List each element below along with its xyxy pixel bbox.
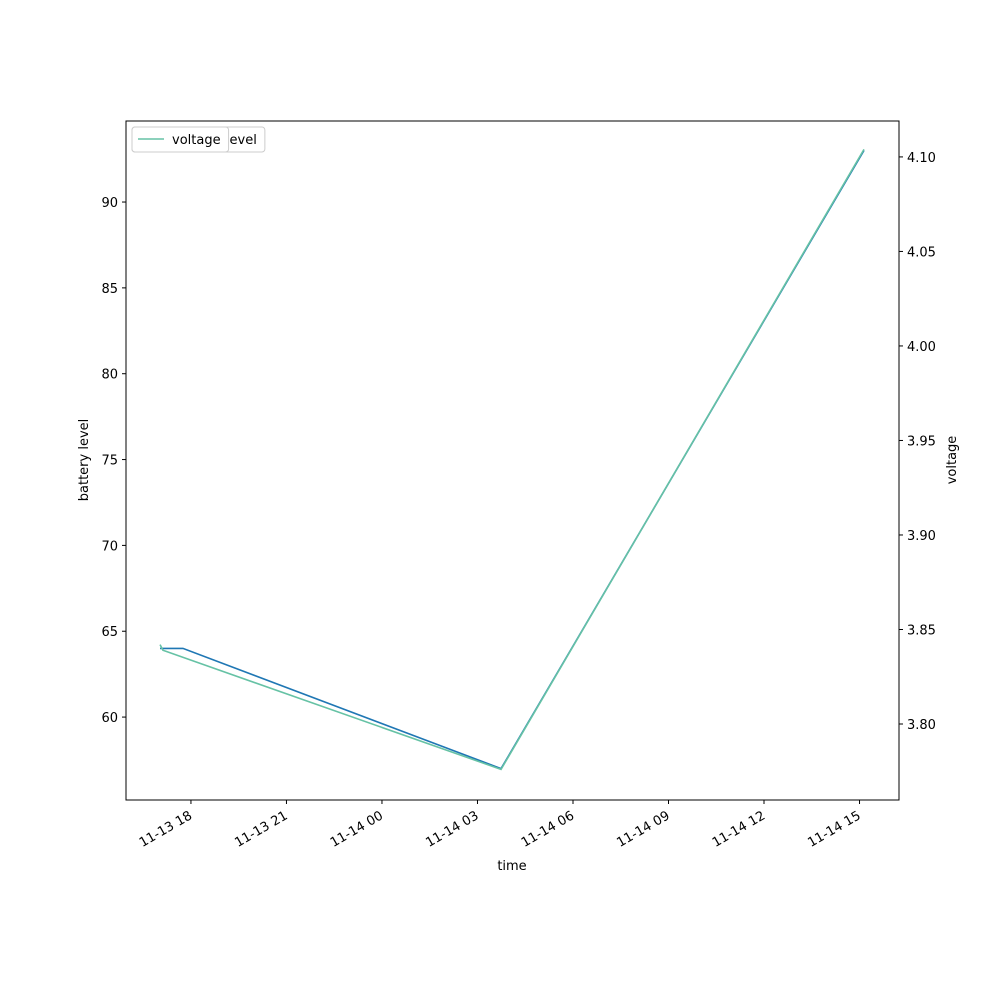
plot-frame [125, 120, 900, 801]
series-line [159, 148, 865, 771]
x-tick-label: 11-14 12 [710, 808, 768, 850]
y-tick-label: 75 [101, 454, 118, 469]
y2-tick-label: 3.85 [907, 623, 936, 638]
y-axis-label: battery level [77, 419, 92, 502]
y2-tick-label: 3.95 [907, 434, 936, 449]
x-tick-label: 11-14 00 [328, 808, 386, 850]
x-tick-label: 11-14 06 [519, 808, 577, 850]
x-tick-label: 11-13 18 [137, 808, 195, 850]
y-tick-label: 85 [101, 282, 118, 297]
legend-label: voltage [172, 133, 221, 148]
y-tick-label: 80 [101, 368, 118, 383]
series-line [160, 150, 865, 770]
y2-tick-label: 3.80 [907, 718, 936, 733]
y2-tick-label: 4.10 [907, 151, 936, 166]
x-tick-label: 11-13 21 [232, 808, 290, 850]
x-tick-label: 11-14 03 [423, 808, 481, 850]
y2-tick-label: 4.05 [907, 245, 936, 260]
y2-tick-label: 4.00 [907, 340, 936, 355]
x-tick-label: 11-14 15 [805, 808, 863, 850]
y-tick-label: 65 [101, 625, 118, 640]
legend-box [131, 126, 230, 153]
y-tick-label: 90 [101, 196, 118, 211]
y-tick-label: 60 [101, 711, 118, 726]
x-axis-label: time [497, 859, 526, 874]
y2-tick-label: 3.90 [907, 529, 936, 544]
y-tick-label: 70 [101, 539, 118, 554]
legend: voltage [131, 126, 230, 153]
y2-axis-label: voltage [945, 436, 960, 485]
x-tick-label: 11-14 09 [614, 808, 672, 850]
